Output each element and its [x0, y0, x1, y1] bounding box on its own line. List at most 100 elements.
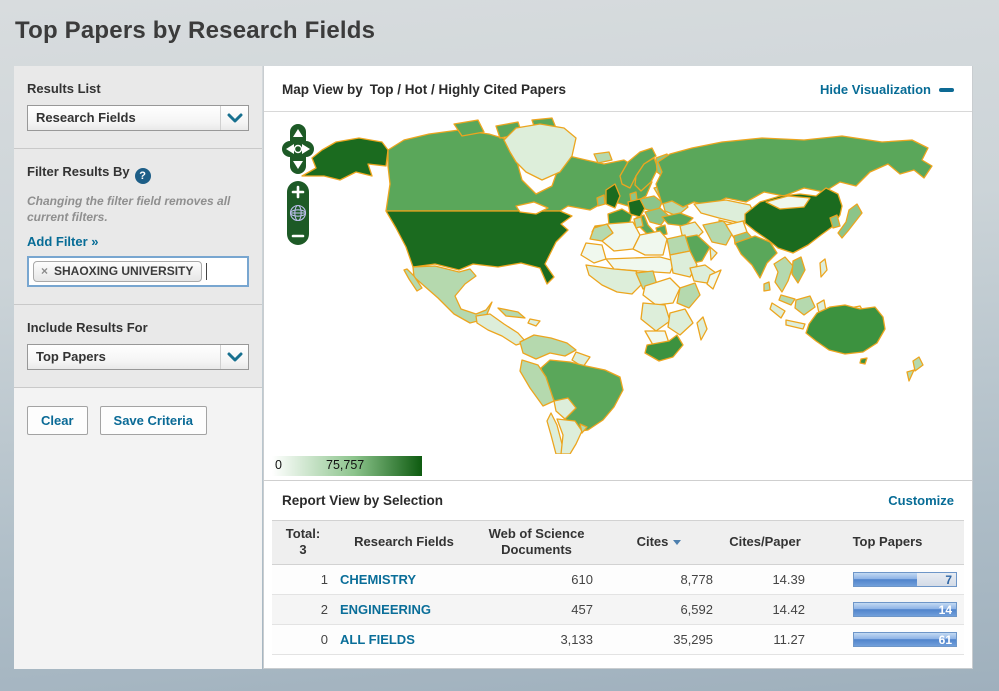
save-criteria-button[interactable]: Save Criteria [99, 406, 208, 436]
sidebar: Results List Research Fields Filter Resu… [14, 66, 262, 669]
map-navigation-controls[interactable] [281, 123, 315, 247]
field-link[interactable]: CHEMISTRY [340, 571, 417, 587]
row-wos-documents: 610 [474, 564, 599, 595]
include-results-heading: Include Results For [27, 320, 148, 336]
globe-icon[interactable] [289, 204, 307, 222]
filter-section: Filter Results By? Changing the filter f… [14, 149, 262, 306]
row-field: ENGINEERING [334, 594, 474, 625]
row-cites: 8,778 [599, 564, 719, 595]
row-rank: 0 [272, 624, 334, 655]
chevron-down-icon [220, 345, 248, 370]
include-results-selected-value: Top Papers [36, 349, 106, 365]
top-papers-value: 14 [938, 602, 952, 617]
row-cites-per-paper: 11.27 [719, 624, 811, 655]
table-row: 2 ENGINEERING 457 6,592 14.42 14 [272, 594, 964, 625]
table-row: 0 ALL FIELDS 3,133 35,295 11.27 61 [272, 624, 964, 655]
row-field: CHEMISTRY [334, 564, 474, 595]
row-wos-documents: 3,133 [474, 624, 599, 655]
pan-up-icon[interactable] [293, 129, 303, 137]
cites-label: Cites [636, 534, 669, 550]
table-row: 1 CHEMISTRY 610 8,778 14.39 7 [272, 564, 964, 595]
top-papers-bar-fill [854, 602, 956, 616]
pan-left-icon[interactable] [286, 144, 294, 154]
world-choropleth-map[interactable] [264, 114, 967, 454]
map-view-title: Map View by Top / Hot / Highly Cited Pape… [282, 82, 566, 97]
results-list-dropdown[interactable]: Research Fields [27, 105, 249, 131]
filter-tag: × SHAOXING UNIVERSITY [33, 261, 203, 283]
layout: Results List Research Fields Filter Resu… [14, 66, 973, 669]
help-icon[interactable]: ? [134, 168, 151, 184]
continent-oceania[interactable] [805, 304, 924, 382]
add-filter-link[interactable]: Add Filter » [27, 234, 99, 250]
continent-africa[interactable] [580, 216, 722, 362]
row-wos-documents: 457 [474, 594, 599, 625]
results-list-selected-value: Research Fields [36, 110, 136, 125]
column-header-total: Total: 3 [272, 520, 334, 565]
row-top-papers: 14 [811, 594, 964, 625]
top-papers-bar: 7 [853, 571, 957, 587]
field-link[interactable]: ALL FIELDS [340, 631, 415, 647]
pan-right-icon[interactable] [302, 144, 310, 154]
remove-filter-icon[interactable]: × [41, 264, 49, 279]
column-header-research-fields[interactable]: Research Fields [334, 520, 474, 565]
top-papers-value: 7 [945, 572, 952, 587]
hide-visualization-control[interactable]: Hide Visualization [820, 82, 954, 97]
continent-south-america[interactable] [519, 334, 624, 454]
sort-desc-icon [673, 540, 682, 546]
continent-north-america[interactable] [301, 117, 653, 346]
filter-heading: Filter Results By? [27, 164, 249, 184]
collapse-minus-icon[interactable] [939, 87, 954, 92]
sidebar-actions: Clear Save Criteria [14, 388, 262, 454]
filter-tag-label: SHAOXING UNIVERSITY [54, 264, 194, 279]
include-results-dropdown[interactable]: Top Papers [27, 344, 249, 371]
column-header-top-papers[interactable]: Top Papers [811, 520, 964, 565]
filter-note: Changing the filter field removes all cu… [27, 194, 231, 225]
row-cites: 35,295 [599, 624, 719, 655]
map-view-header: Map View by Top / Hot / Highly Cited Pape… [264, 66, 972, 112]
total-count: 3 [299, 542, 307, 558]
filter-heading-label: Filter Results By [27, 164, 130, 179]
include-results-section: Include Results For Top Papers [14, 305, 262, 389]
map-view-title-value: Top / Hot / Highly Cited Papers [369, 82, 567, 97]
filter-input[interactable]: × SHAOXING UNIVERSITY [27, 256, 249, 288]
report-view-header: Report View by Selection Customize [264, 480, 972, 518]
row-field: ALL FIELDS [334, 624, 474, 655]
zoom-in-icon[interactable] [291, 185, 305, 199]
field-link[interactable]: ENGINEERING [340, 601, 432, 617]
row-cites-per-paper: 14.42 [719, 594, 811, 625]
total-label: Total: [285, 526, 321, 541]
legend-max-value: 75,757 [326, 458, 365, 472]
pan-center-icon [293, 144, 303, 154]
top-papers-bar-fill [854, 632, 956, 646]
choropleth-legend: 0 75,757 [272, 456, 422, 476]
pan-down-icon[interactable] [293, 161, 303, 169]
continent-asia[interactable] [655, 135, 933, 330]
results-list-heading: Results List [27, 81, 101, 96]
hide-visualization-link[interactable]: Hide Visualization [819, 82, 931, 97]
clear-button[interactable]: Clear [27, 406, 88, 436]
customize-link[interactable]: Customize [888, 493, 954, 508]
text-cursor [206, 263, 208, 281]
legend-min-value: 0 [275, 458, 282, 472]
column-header-cites[interactable]: Cites [599, 520, 719, 565]
row-rank: 2 [272, 594, 334, 625]
top-papers-bar: 14 [853, 601, 957, 617]
main-panel: Map View by Top / Hot / Highly Cited Pape… [263, 66, 973, 669]
row-top-papers: 61 [811, 624, 964, 655]
top-papers-bar: 61 [853, 631, 957, 647]
row-top-papers: 7 [811, 564, 964, 595]
chevron-down-icon [220, 106, 248, 130]
top-papers-value: 61 [938, 632, 952, 647]
row-cites: 6,592 [599, 594, 719, 625]
report-table: Total: 3 Research Fields Web of Science … [272, 520, 964, 655]
pan-control[interactable] [282, 124, 314, 174]
results-list-section: Results List Research Fields [14, 66, 262, 149]
row-rank: 1 [272, 564, 334, 595]
page-title: Top Papers by Research Fields [15, 17, 376, 44]
zoom-control[interactable] [287, 181, 309, 245]
report-view-title: Report View by Selection [282, 493, 444, 508]
top-papers-bar-fill [854, 572, 918, 586]
world-map-area: 0 75,757 [264, 112, 972, 480]
column-header-cites-per-paper[interactable]: Cites/Paper [719, 520, 811, 565]
column-header-wos-documents[interactable]: Web of Science Documents [474, 520, 599, 565]
